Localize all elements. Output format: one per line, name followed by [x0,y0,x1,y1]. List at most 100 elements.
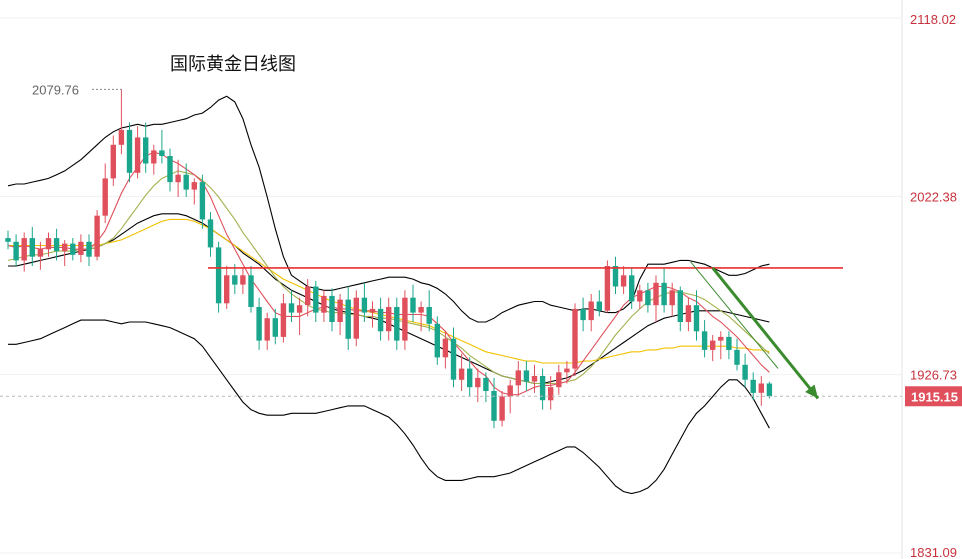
candle-body [94,215,100,257]
candle-body [21,238,27,261]
candle [475,368,481,403]
candle-body [29,238,35,257]
candle [5,230,11,250]
candle-body [143,137,149,164]
candle [458,353,465,391]
candle-body [734,349,740,365]
candle [13,234,19,267]
candle-body [159,150,165,156]
candle-body [758,383,764,393]
candle-body [305,286,311,306]
candle-body [596,301,602,311]
candle [151,144,157,175]
candle-body [86,241,92,257]
candle-body [539,376,546,401]
chart-title: 国际黄金日线图 [170,54,296,75]
candle [21,232,27,272]
y-tick-label: 2118.02 [910,12,956,27]
candle [637,284,643,309]
last-price-value: 1915.15 [911,389,958,404]
candle [556,364,562,395]
candle [345,286,351,350]
candle [232,264,238,294]
candle-body [515,370,521,386]
candle-body [467,368,473,388]
candle [710,335,716,362]
candle [580,297,586,332]
candle [645,282,651,313]
candle [224,266,230,309]
candle [240,267,246,294]
candle [653,275,659,322]
candle-body [5,238,11,242]
candle-body [126,129,133,173]
ma-fast-line [7,151,770,396]
candle [369,301,376,328]
candle [677,286,683,332]
candle-body [118,129,125,145]
candle [272,308,278,345]
candle-body [491,391,497,421]
candle [183,163,189,198]
candle-body [653,282,659,306]
candle [134,126,141,179]
candle-body [369,308,376,313]
candle-body [272,318,278,337]
candle [280,293,287,343]
candle-body [677,290,683,322]
candle [539,368,546,410]
candle [483,372,489,403]
candles [5,89,773,429]
candle [548,376,554,410]
candle-body [353,297,359,339]
candle [288,290,295,322]
candle [701,320,708,358]
candle-body [167,156,173,183]
candle-body [410,297,416,313]
candle-body [580,308,586,321]
trend-arrow-head [805,384,818,399]
annotations: 2079.76 [0,82,902,400]
candle [499,390,505,427]
trend-arrow-line [711,266,820,400]
candle [766,381,773,399]
candle-body [313,286,319,313]
candle-body [45,238,52,250]
candle-body [394,307,400,341]
candle-body [750,379,756,393]
candle-body [450,338,457,380]
candle-body [199,182,206,220]
candle [256,297,262,350]
candle-body [78,241,84,255]
last-price-badge [905,386,962,407]
candle-body [710,340,716,350]
candle-body [475,377,481,388]
candle [313,280,319,322]
candle [734,338,740,371]
candle-body [645,290,651,306]
candle [53,228,60,261]
candle-body [742,364,748,380]
candle-body [701,331,708,350]
candle [248,266,254,313]
candle-body [183,174,189,190]
candle-body [564,368,570,373]
candle [37,241,44,270]
candle [175,159,181,198]
candle-body [329,295,335,322]
candle [669,282,675,317]
candle [531,364,538,393]
candle [377,297,384,341]
candle [620,266,627,294]
candle [29,226,35,267]
candle-body [53,238,60,252]
candle [78,234,84,263]
candle-body [70,243,76,255]
candle [126,122,133,183]
bollinger-upper-line [7,95,770,323]
candle [588,293,594,332]
candle-body [402,297,408,341]
candle-body [426,307,432,324]
candle-body [629,275,635,302]
